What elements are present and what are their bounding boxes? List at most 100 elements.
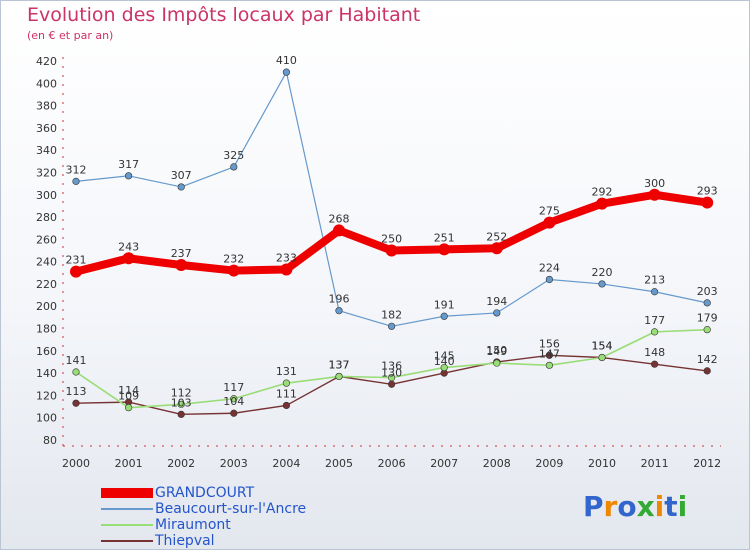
data-label: 130 [381,366,402,379]
x-tick-label: 2002 [167,457,195,470]
data-point [177,400,185,408]
y-tick-label: 360 [36,122,57,135]
data-point [282,379,291,387]
data-label: 154 [592,340,613,353]
data-label: 220 [592,266,613,279]
brand-letter: i [677,490,688,523]
y-tick-label: 280 [36,211,57,224]
data-label: 113 [66,385,87,398]
y-tick-label: 300 [36,189,57,202]
data-label: 251 [434,231,455,244]
data-point [545,351,554,359]
data-point [227,264,240,277]
data-point [333,224,345,237]
data-label: 203 [697,285,718,298]
data-label: 136 [381,360,402,373]
brand-letter: x [636,490,655,523]
data-point [493,359,501,367]
data-point [177,410,185,418]
data-point [230,395,238,403]
data-label: 177 [644,314,665,327]
data-point [72,399,80,407]
y-tick-label: 160 [36,345,57,358]
data-point [650,288,659,296]
brand-letter: i [654,490,665,523]
legend-swatch [101,540,153,542]
legend-swatch [101,488,153,498]
y-tick-label: 420 [36,55,57,68]
data-point [124,172,133,180]
y-tick-label: 320 [36,166,57,179]
data-point [282,401,291,410]
data-label: 243 [118,240,139,253]
data-label: 154 [592,340,613,353]
y-tick-label: 400 [36,77,57,90]
data-label: 325 [223,149,244,162]
data-labels: 231 243 237 232 233 268 250 251 252 275 292 300 293 3… [66,54,718,409]
data-label: 300 [644,177,665,190]
y-tick-label: 220 [36,278,57,291]
series-points [70,68,714,418]
data-point [440,363,448,372]
data-label: 293 [697,185,718,198]
data-point [177,183,185,191]
x-tick-label: 2008 [483,457,511,470]
y-tick-label: 380 [36,100,57,113]
data-point [545,361,554,369]
data-label: 117 [223,381,244,394]
data-label: 104 [223,395,244,408]
data-label: 194 [486,295,507,308]
y-tick-label: 80 [43,434,57,447]
data-label: 191 [434,298,455,311]
data-label: 114 [118,384,139,397]
y-tick-label: 140 [36,367,57,380]
data-label: 307 [171,169,192,182]
chart-title: Evolution des Impôts locaux par Habitant [27,4,421,26]
data-point [388,380,396,388]
data-label: 147 [539,347,560,360]
x-tick-label: 2009 [535,457,563,470]
data-label: 224 [539,261,560,274]
data-label: 109 [118,390,139,403]
data-point [70,265,82,278]
data-label: 131 [276,365,297,378]
legend-label: GRANDCOURT [155,485,255,501]
data-label: 156 [539,337,560,350]
y-tick-label: 200 [36,300,57,313]
y-tick-label: 180 [36,323,57,336]
data-point [545,275,554,284]
data-point [175,258,188,271]
data-point [493,309,501,317]
legend-label: Miraumont [155,517,231,533]
data-label: 111 [276,387,297,400]
legend-swatch [101,508,153,510]
data-point [72,368,80,376]
data-label: 233 [276,251,297,264]
data-point [703,367,711,375]
x-tick-label: 2012 [693,457,721,470]
y-tick-label: 240 [36,256,57,269]
data-point [388,373,396,382]
data-label: 231 [66,254,87,267]
legend-label: Beaucourt-sur-l'Ancre [155,501,307,517]
legend-swatch [101,524,153,526]
brand-letter: o [617,490,637,523]
data-label: 317 [118,158,139,171]
data-point [596,197,608,210]
data-label: 140 [434,355,455,368]
data-point [648,188,661,201]
data-label: 142 [697,353,718,366]
brand-letter: P [583,490,604,523]
data-label: 312 [66,163,87,176]
data-point [280,263,293,276]
data-point [490,242,503,255]
data-label: 145 [434,350,455,363]
y-tick-label: 100 [36,412,57,425]
data-label: 252 [486,230,507,243]
data-label: 179 [697,312,718,325]
data-label: 141 [66,354,87,367]
x-tick-label: 2005 [325,457,353,470]
data-point [703,326,711,334]
